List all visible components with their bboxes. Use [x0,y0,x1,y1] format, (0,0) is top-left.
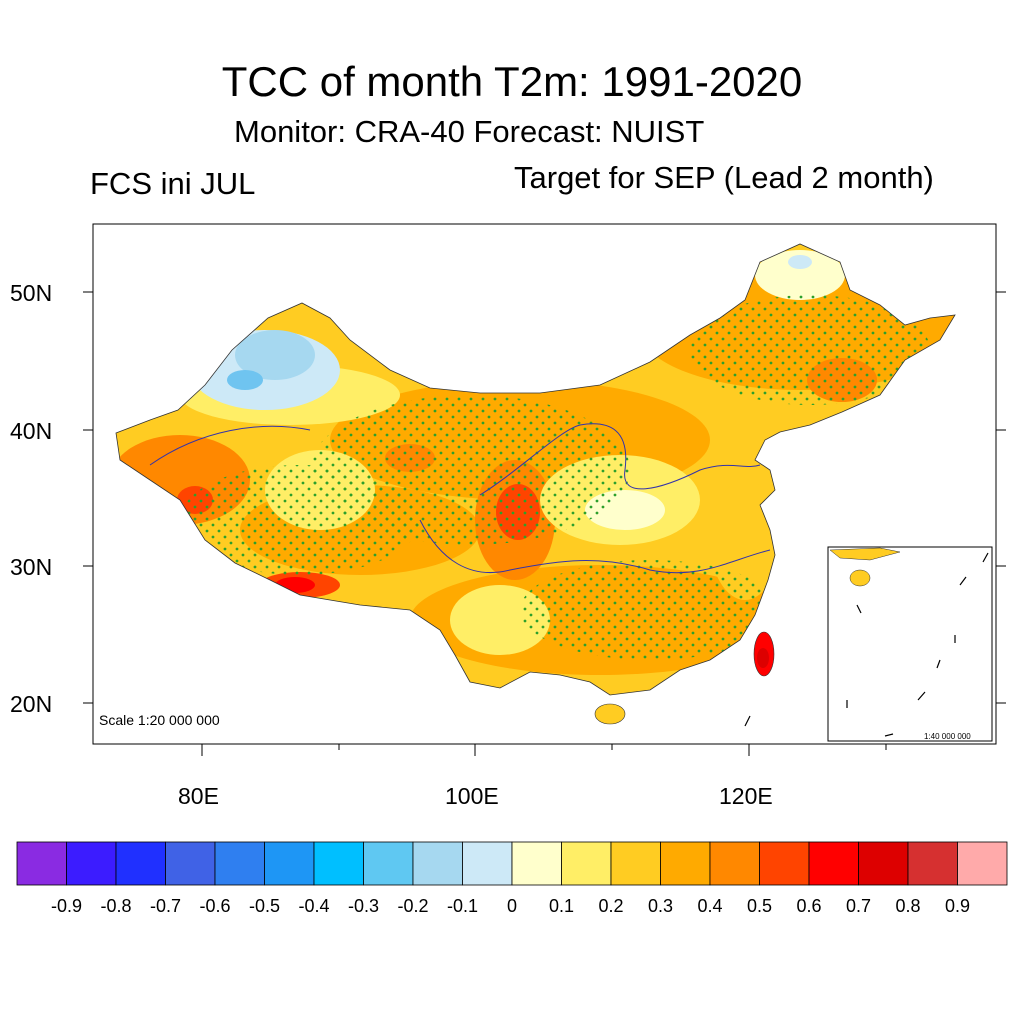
forecast-init-label: FCS ini JUL [90,166,256,201]
northwest-river [149,425,311,466]
colorbar-label: 0.4 [697,896,723,916]
colorbar-label: 0.6 [796,896,822,916]
yellow-river [479,423,761,496]
colorbar-box [412,841,463,886]
northeast-cool [788,255,812,269]
inset-scale-label: 1:40 000 000 [924,732,971,741]
colorbar-label: -0.3 [347,896,380,916]
china-outline [115,243,956,696]
colorbar-label: 0.5 [746,896,773,916]
yangtze-river [419,519,771,574]
lon-ticks [201,744,887,756]
lat-label-20n: 20N [10,691,53,717]
target-label: Target for SEP (Lead 2 month) [514,160,934,195]
nine-dash-line [744,552,989,737]
xinjiang-cooler [235,330,315,380]
colorbar-box [115,841,166,886]
colorbar-box [16,841,67,886]
colorbar-box [660,841,711,886]
hainan-island [594,703,626,725]
colorbar-label: 0.9 [944,896,971,916]
colorbar-box [66,841,117,886]
map-scale-label: Scale 1:20 000 000 [99,712,220,728]
colorbar-box [214,841,265,886]
colorbar-box [858,841,909,886]
lat-ticks [83,291,1006,704]
stipple-south [520,560,780,660]
colorbar-box [511,841,562,886]
colorbar-box [610,841,661,886]
colorbar-label: 0.7 [845,896,872,916]
colorbar-label: -0.8 [100,896,132,916]
colorbar-box [363,841,414,886]
colorbar-label: 0.3 [647,896,674,916]
colorbar-box [957,841,1008,886]
lon-label-80e: 80E [178,783,219,809]
colorbar-label: -0.5 [248,896,281,916]
colorbar-box [907,841,958,886]
colorbar-box [462,841,513,886]
taiwan-island-core [757,648,769,668]
stipple-northeast [690,295,930,405]
lat-label-40n: 40N [10,418,53,444]
lon-label-100e: 100E [445,783,499,809]
map-subtitle: Monitor: CRA-40 Forecast: NUIST [234,114,705,149]
colorbar-label: -0.1 [446,896,479,916]
colorbar-box [165,841,216,886]
inset-coast [829,547,901,561]
colorbar-label: -0.9 [50,896,83,916]
colorbar-box [709,841,760,886]
lon-label-120e: 120E [719,783,773,809]
colorbar-label: -0.6 [199,896,231,916]
colorbar-box [264,841,315,886]
map-title: TCC of month T2m: 1991-2020 [221,58,803,105]
colorbar-label: 0.2 [598,896,624,916]
colorbar-label: 0 [506,896,518,916]
colorbar-box [808,841,859,886]
lat-label-30n: 30N [10,554,53,580]
xinjiang-coolest [227,370,263,390]
colorbar-box [313,841,364,886]
colorbar-label: -0.4 [298,896,330,916]
inset-hainan [849,569,871,587]
colorbar-label: 0.8 [895,896,921,916]
lat-label-50n: 50N [10,280,53,306]
colorbar-box [561,841,612,886]
colorbar-label: 0.1 [548,896,575,916]
northeast-low [755,250,845,300]
colorbar-label: -0.7 [149,896,182,916]
colorbar-box [759,841,810,886]
stipple-tibet [180,465,420,575]
colorbar-label: -0.2 [397,896,429,916]
